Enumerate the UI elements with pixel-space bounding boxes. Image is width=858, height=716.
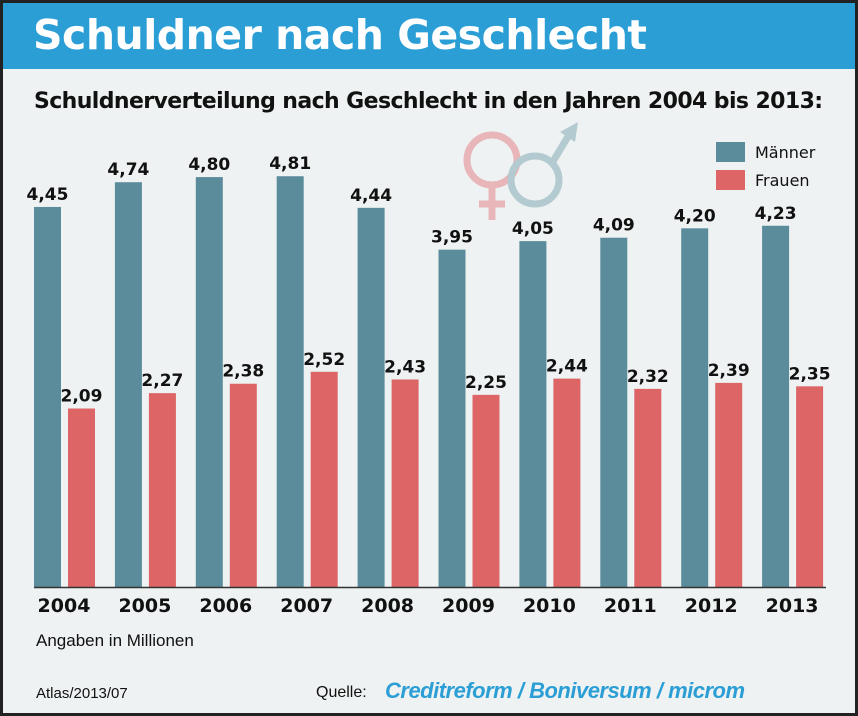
- data-label: 4,45: [27, 185, 69, 205]
- male-symbol-icon: [507, 152, 563, 208]
- x-tick-label: 2004: [38, 595, 91, 617]
- bar-frauen-2011: [634, 388, 662, 587]
- female-symbol-icon: [463, 131, 521, 189]
- infographic-frame: Schuldner nach Geschlecht Schuldnerverte…: [3, 3, 855, 713]
- x-tick-label: 2013: [766, 595, 819, 617]
- bar-frauen-2005: [148, 393, 176, 587]
- legend-label: Männer: [755, 143, 816, 162]
- x-tick-label: 2009: [442, 595, 495, 617]
- x-tick-label: 2012: [685, 595, 738, 617]
- bar-maenner-2004: [34, 206, 61, 587]
- source-logo-text: Creditreform / Boniversum / microm: [385, 678, 745, 703]
- data-label: 2,09: [61, 387, 103, 407]
- bar-frauen-2006: [229, 383, 257, 587]
- x-tick-label: 2005: [118, 595, 171, 617]
- legend-swatch: [716, 142, 745, 162]
- data-label: 4,44: [350, 186, 392, 206]
- bar-maenner-2013: [762, 225, 790, 587]
- bar-maenner-2007: [276, 176, 304, 587]
- data-label: 4,05: [512, 219, 554, 239]
- bar-frauen-2013: [796, 386, 824, 587]
- source-label: Quelle:: [316, 684, 367, 701]
- data-label: 4,74: [107, 160, 149, 180]
- bar-maenner-2012: [681, 228, 709, 587]
- data-label: 2,27: [141, 371, 183, 391]
- legend-label: Frauen: [755, 171, 810, 190]
- bar-maenner-2010: [519, 241, 547, 587]
- data-label: 2,44: [546, 357, 588, 377]
- bar-frauen-2010: [553, 378, 581, 587]
- bar-maenner-2008: [357, 207, 385, 587]
- x-tick-label: 2008: [361, 595, 414, 617]
- page-title: Schuldner nach Geschlecht: [33, 11, 647, 59]
- data-label: 4,20: [674, 206, 716, 226]
- data-label: 2,52: [303, 350, 345, 370]
- data-label: 3,95: [431, 228, 473, 248]
- bar-maenner-2006: [195, 177, 223, 587]
- data-label: 2,39: [708, 361, 750, 381]
- data-label: 2,25: [465, 373, 507, 393]
- data-label: 2,35: [789, 364, 831, 384]
- atlas-code: Atlas/2013/07: [36, 685, 128, 702]
- unit-note: Angaben in Millionen: [36, 631, 194, 650]
- bar-frauen-2007: [310, 371, 338, 587]
- bar-maenner-2009: [438, 249, 466, 588]
- data-label: 2,38: [222, 362, 264, 382]
- x-tick-label: 2011: [604, 595, 657, 617]
- bar-frauen-2012: [715, 382, 743, 587]
- bar-maenner-2011: [600, 237, 628, 588]
- x-tick-label: 2006: [199, 595, 252, 617]
- bar-maenner-2005: [114, 182, 142, 588]
- title-banner: Schuldner nach Geschlecht: [3, 3, 855, 69]
- data-label: 4,81: [269, 154, 311, 174]
- data-label: 2,43: [384, 357, 426, 377]
- data-label: 4,80: [188, 155, 230, 175]
- x-tick-label: 2010: [523, 595, 576, 617]
- data-label: 4,23: [755, 204, 797, 224]
- data-label: 2,32: [627, 367, 669, 387]
- gender-symbols-icon: [463, 122, 578, 220]
- chart-title: Schuldnerverteilung nach Geschlecht in d…: [34, 89, 823, 114]
- bar-frauen-2008: [391, 379, 419, 587]
- data-label: 4,09: [593, 216, 635, 236]
- bar-frauen-2004: [68, 408, 95, 587]
- legend: Männer Frauen: [716, 142, 816, 190]
- bar-frauen-2009: [472, 394, 500, 587]
- x-tick-label: 2007: [280, 595, 333, 617]
- legend-swatch: [716, 170, 745, 190]
